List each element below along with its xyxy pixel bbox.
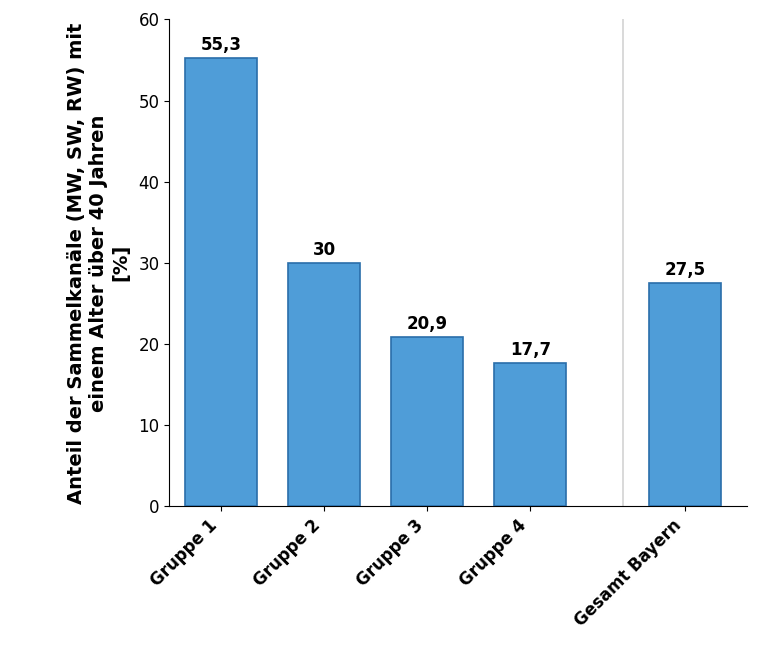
Text: 55,3: 55,3 [200, 36, 242, 54]
Y-axis label: Anteil der Sammelkanäle (MW, SW, RW) mit
einem Alter über 40 Jahren
[%]: Anteil der Sammelkanäle (MW, SW, RW) mit… [67, 22, 130, 504]
Bar [185, 58, 257, 506]
Text: 17,7: 17,7 [510, 341, 551, 358]
Text: 30: 30 [313, 241, 336, 259]
Bar [494, 363, 567, 506]
Bar [288, 263, 360, 506]
Text: 20,9: 20,9 [407, 315, 448, 332]
Bar [649, 283, 721, 506]
Bar [391, 337, 464, 506]
Text: 27,5: 27,5 [665, 261, 705, 279]
